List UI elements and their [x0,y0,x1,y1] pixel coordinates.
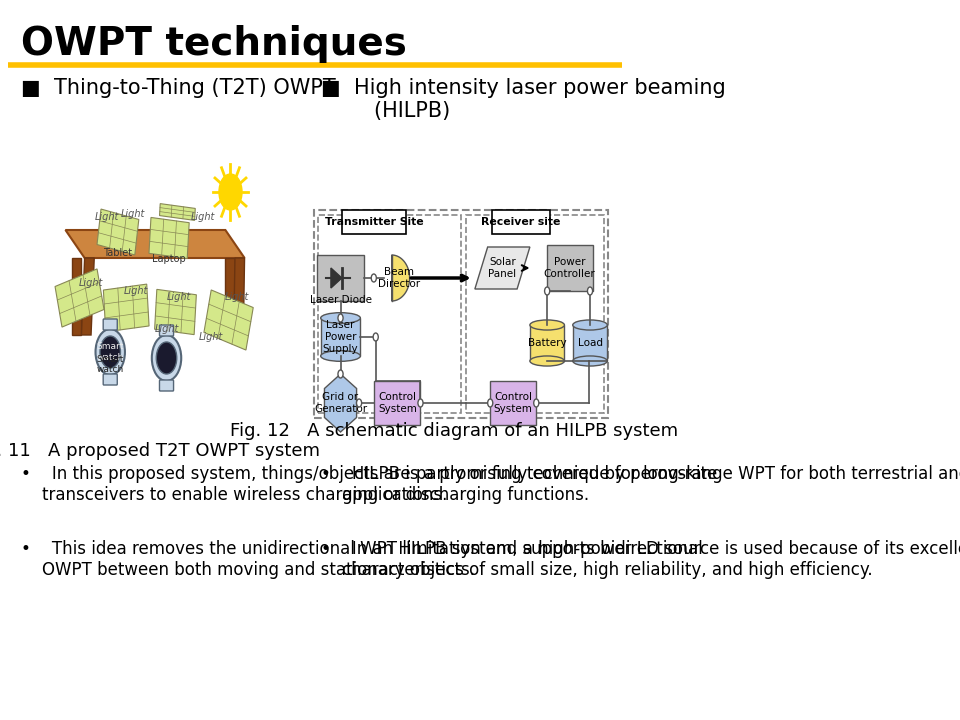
Text: Light: Light [79,278,104,288]
Polygon shape [65,230,245,258]
Text: Control
System: Control System [493,392,533,414]
Polygon shape [226,258,235,335]
Text: ■  High intensity laser power beaming
        (HILPB): ■ High intensity laser power beaming (HI… [322,78,726,121]
Ellipse shape [530,320,564,330]
FancyBboxPatch shape [103,374,117,385]
Polygon shape [55,269,104,327]
Text: Power
Controller: Power Controller [543,257,595,279]
Polygon shape [149,217,189,258]
Polygon shape [204,290,253,350]
Polygon shape [324,374,356,432]
Polygon shape [475,247,530,289]
Text: Control
System: Control System [378,392,417,414]
Circle shape [373,333,378,341]
Ellipse shape [530,356,564,366]
Text: Light: Light [167,292,191,302]
Text: •    In an HILPB system, a high-power LD source is used because of its excellent: • In an HILPB system, a high-power LD so… [322,540,960,579]
Text: Smart
watch: Smart watch [97,342,124,361]
FancyBboxPatch shape [546,245,592,291]
Text: Load: Load [578,338,603,348]
FancyBboxPatch shape [343,210,406,234]
Polygon shape [392,255,410,301]
Polygon shape [159,204,195,220]
Text: Light: Light [155,324,179,334]
Text: Fig. 11   A proposed T2T OWPT system: Fig. 11 A proposed T2T OWPT system [0,442,320,460]
FancyBboxPatch shape [573,325,608,361]
Text: OWPT techniques: OWPT techniques [21,25,406,63]
Circle shape [372,274,376,282]
Text: Light: Light [124,286,148,296]
Circle shape [418,399,423,407]
Text: Receiver site: Receiver site [481,217,561,227]
FancyBboxPatch shape [159,380,174,391]
Polygon shape [331,268,342,288]
Text: Light: Light [225,292,249,302]
Circle shape [156,342,177,374]
Text: Fig. 12   A schematic diagram of an HILPB system: Fig. 12 A schematic diagram of an HILPB … [230,422,679,440]
Circle shape [95,329,125,375]
Circle shape [338,314,343,322]
Circle shape [534,399,539,407]
Text: Light: Light [120,209,145,219]
Text: Light: Light [95,212,119,222]
Polygon shape [104,284,149,332]
FancyBboxPatch shape [492,210,550,234]
FancyBboxPatch shape [103,319,117,330]
Text: Tablet: Tablet [104,248,132,258]
Circle shape [219,174,242,210]
Text: •    This idea removes the unidirectional WPT limitation and supports bidirectio: • This idea removes the unidirectional W… [21,540,703,579]
Text: Light: Light [191,212,215,222]
Circle shape [338,370,343,378]
Polygon shape [72,258,82,335]
Text: Smart
watch: Smart watch [97,355,124,374]
Ellipse shape [321,351,360,361]
FancyBboxPatch shape [491,381,537,425]
Text: Laser
Power
Supply: Laser Power Supply [323,320,358,354]
Ellipse shape [321,312,360,323]
Text: Light: Light [199,332,224,342]
Text: Laser Diode: Laser Diode [309,295,372,305]
Circle shape [544,287,550,295]
Polygon shape [155,289,197,335]
Polygon shape [233,258,245,335]
Text: •    HILPB is a promising technique for long-range WPT for both terrestrial and : • HILPB is a promising technique for lon… [322,465,960,504]
Polygon shape [97,209,139,255]
Text: Battery: Battery [528,338,566,348]
Circle shape [356,399,362,407]
Text: •    In this proposed system, things/objects are partly or fully covered by pero: • In this proposed system, things/object… [21,465,717,504]
FancyBboxPatch shape [530,325,564,361]
Circle shape [100,336,120,368]
FancyBboxPatch shape [318,255,364,301]
Circle shape [488,399,492,407]
Text: Laptop: Laptop [153,254,186,264]
Text: Transmitter Site: Transmitter Site [325,217,423,227]
Text: Grid or
Generator: Grid or Generator [314,392,367,414]
FancyBboxPatch shape [321,318,360,356]
Text: Beam
Director: Beam Director [378,267,420,289]
FancyBboxPatch shape [374,381,420,425]
Circle shape [152,335,181,381]
Text: Solar
Panel: Solar Panel [489,257,516,279]
FancyBboxPatch shape [159,325,174,336]
Circle shape [588,287,592,295]
Ellipse shape [573,356,608,366]
Polygon shape [82,258,94,335]
Text: ■  Thing-to-Thing (T2T) OWPT: ■ Thing-to-Thing (T2T) OWPT [21,78,335,98]
Ellipse shape [573,320,608,330]
